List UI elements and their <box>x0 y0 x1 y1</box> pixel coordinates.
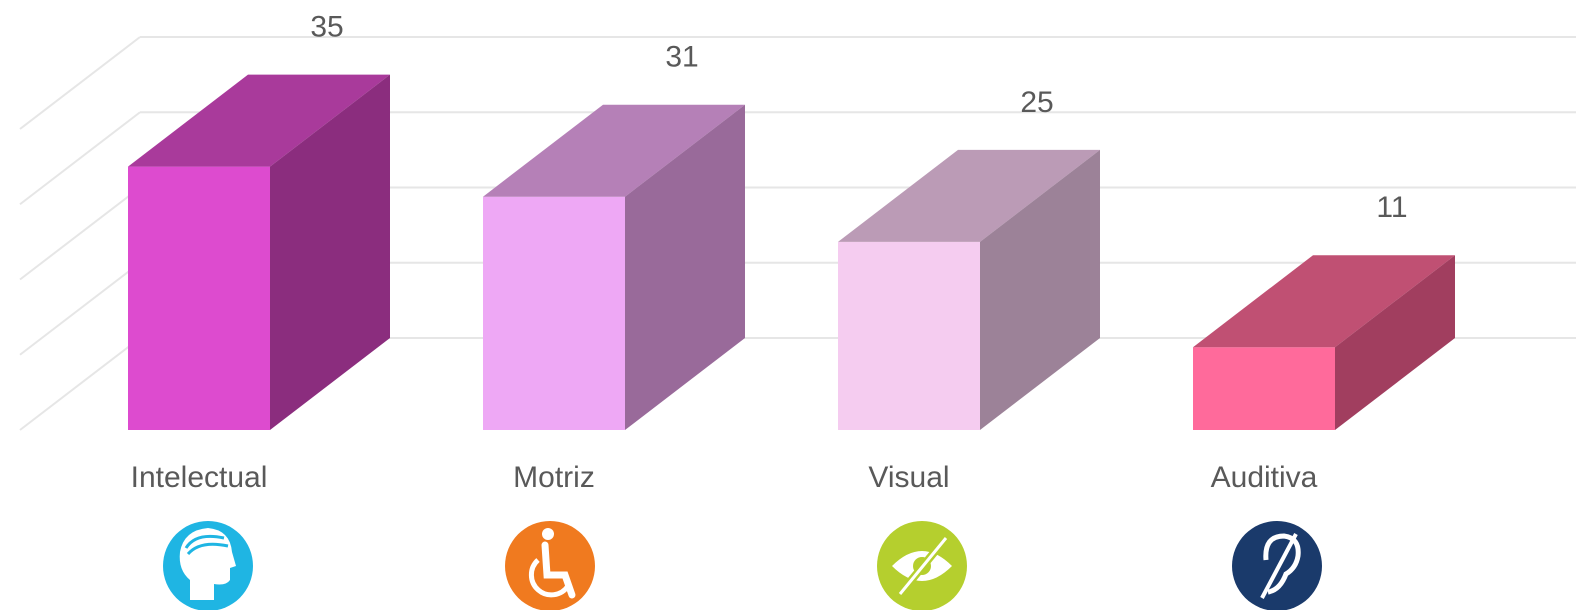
x-tick-label: Motriz <box>513 461 595 494</box>
bar <box>128 74 390 430</box>
bar <box>483 104 745 430</box>
value-label: 35 <box>310 11 343 44</box>
bar-side <box>1335 255 1455 430</box>
x-tick-label: Visual <box>868 461 949 494</box>
bar-side <box>625 104 745 430</box>
bar <box>838 149 1100 430</box>
bar-top <box>1193 255 1455 348</box>
grid-line-side <box>19 36 141 130</box>
bar-top <box>128 74 390 167</box>
bar-side <box>980 149 1100 430</box>
bar-front <box>838 241 980 430</box>
grid-line-side <box>19 186 141 281</box>
icon-visual <box>877 521 967 610</box>
grid-line-side <box>19 111 141 206</box>
bar-front <box>1193 347 1335 430</box>
value-label: 31 <box>665 41 698 74</box>
value-label: 11 <box>1376 191 1407 224</box>
bar-side <box>270 74 390 430</box>
bar-top <box>838 149 1100 242</box>
grid-line-side <box>19 337 141 431</box>
icon-motor <box>505 521 595 610</box>
grid-line-side <box>19 261 141 356</box>
bar-front <box>128 166 270 430</box>
value-label: 25 <box>1020 86 1053 119</box>
bar-front <box>483 196 625 430</box>
icon-auditory <box>1232 521 1322 610</box>
icon-intellectual <box>163 521 253 610</box>
icons <box>163 521 1322 610</box>
bar-top <box>483 104 745 197</box>
x-tick-label: Auditiva <box>1211 461 1318 494</box>
x-tick-label: Intelectual <box>131 461 268 494</box>
bar <box>1193 255 1455 430</box>
